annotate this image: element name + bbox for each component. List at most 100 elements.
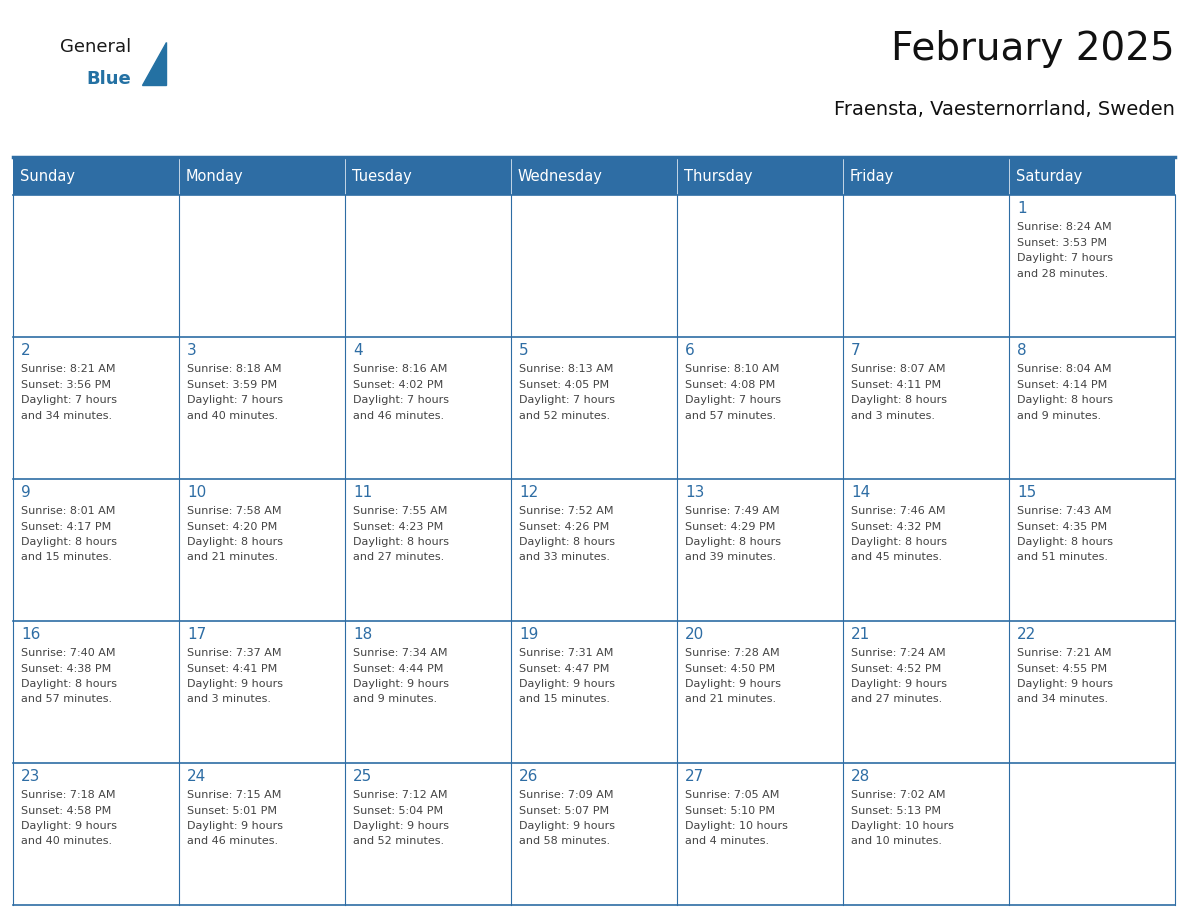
Bar [511, 337, 677, 479]
Text: Daylight: 7 hours: Daylight: 7 hours [21, 395, 116, 405]
Text: Daylight: 9 hours: Daylight: 9 hours [353, 679, 449, 689]
Text: Sunrise: 8:13 AM: Sunrise: 8:13 AM [519, 364, 613, 374]
Text: 12: 12 [519, 485, 538, 500]
Text: 17: 17 [187, 627, 207, 642]
Text: Sunrise: 8:07 AM: Sunrise: 8:07 AM [851, 364, 946, 374]
Text: Daylight: 8 hours: Daylight: 8 hours [1017, 395, 1113, 405]
Bar [179, 621, 345, 763]
Text: 21: 21 [851, 627, 871, 642]
Text: Sunrise: 7:12 AM: Sunrise: 7:12 AM [353, 790, 448, 800]
Text: Sunset: 5:04 PM: Sunset: 5:04 PM [353, 805, 443, 815]
Text: 1: 1 [1017, 201, 1026, 216]
Text: Sunrise: 7:31 AM: Sunrise: 7:31 AM [519, 648, 613, 658]
Text: 7: 7 [851, 343, 860, 358]
Text: Sunrise: 7:49 AM: Sunrise: 7:49 AM [685, 506, 779, 516]
Bar [677, 479, 843, 621]
Text: and 58 minutes.: and 58 minutes. [519, 836, 611, 846]
Bar [843, 479, 1009, 621]
Text: Daylight: 9 hours: Daylight: 9 hours [187, 679, 283, 689]
Text: 15: 15 [1017, 485, 1036, 500]
Text: Sunset: 5:01 PM: Sunset: 5:01 PM [187, 805, 277, 815]
Text: Sunset: 3:56 PM: Sunset: 3:56 PM [21, 379, 110, 389]
Text: Fraensta, Vaesternorrland, Sweden: Fraensta, Vaesternorrland, Sweden [834, 100, 1175, 119]
Bar [1009, 763, 1175, 905]
Text: Monday: Monday [187, 169, 244, 184]
Bar [1009, 195, 1175, 337]
Text: Sunset: 4:58 PM: Sunset: 4:58 PM [21, 805, 112, 815]
Text: Daylight: 8 hours: Daylight: 8 hours [21, 679, 116, 689]
Bar [677, 621, 843, 763]
Polygon shape [143, 42, 166, 85]
Text: Sunrise: 7:02 AM: Sunrise: 7:02 AM [851, 790, 946, 800]
Text: 27: 27 [685, 769, 704, 784]
Bar [677, 157, 843, 195]
Bar [843, 763, 1009, 905]
Bar [13, 195, 179, 337]
Text: Sunrise: 7:43 AM: Sunrise: 7:43 AM [1017, 506, 1112, 516]
Bar [345, 479, 511, 621]
Text: Sunset: 3:53 PM: Sunset: 3:53 PM [1017, 238, 1107, 248]
Text: 16: 16 [21, 627, 40, 642]
Text: Daylight: 9 hours: Daylight: 9 hours [21, 821, 116, 831]
Text: Daylight: 9 hours: Daylight: 9 hours [187, 821, 283, 831]
Text: 10: 10 [187, 485, 207, 500]
Text: and 3 minutes.: and 3 minutes. [851, 410, 935, 420]
Text: Sunset: 4:02 PM: Sunset: 4:02 PM [353, 379, 443, 389]
Bar [843, 195, 1009, 337]
Bar [179, 157, 345, 195]
Text: Sunset: 4:44 PM: Sunset: 4:44 PM [353, 664, 443, 674]
Bar [1009, 337, 1175, 479]
Text: Daylight: 10 hours: Daylight: 10 hours [685, 821, 788, 831]
Text: Sunset: 5:07 PM: Sunset: 5:07 PM [519, 805, 609, 815]
Bar [511, 195, 677, 337]
Text: 3: 3 [187, 343, 197, 358]
Text: and 21 minutes.: and 21 minutes. [685, 695, 776, 704]
Bar [843, 337, 1009, 479]
Text: and 10 minutes.: and 10 minutes. [851, 836, 942, 846]
Text: Sunset: 5:10 PM: Sunset: 5:10 PM [685, 805, 775, 815]
Bar [13, 157, 179, 195]
Text: Sunset: 4:41 PM: Sunset: 4:41 PM [187, 664, 277, 674]
Text: Sunset: 4:55 PM: Sunset: 4:55 PM [1017, 664, 1107, 674]
Text: Daylight: 9 hours: Daylight: 9 hours [519, 679, 615, 689]
Text: Sunset: 5:13 PM: Sunset: 5:13 PM [851, 805, 941, 815]
Text: 24: 24 [187, 769, 207, 784]
Text: Sunset: 4:52 PM: Sunset: 4:52 PM [851, 664, 941, 674]
Bar [677, 337, 843, 479]
Text: Daylight: 9 hours: Daylight: 9 hours [519, 821, 615, 831]
Text: and 46 minutes.: and 46 minutes. [187, 836, 278, 846]
Text: Sunset: 4:29 PM: Sunset: 4:29 PM [685, 521, 776, 532]
Text: 19: 19 [519, 627, 538, 642]
Bar [345, 337, 511, 479]
Text: Daylight: 8 hours: Daylight: 8 hours [21, 537, 116, 547]
Text: Sunrise: 7:34 AM: Sunrise: 7:34 AM [353, 648, 448, 658]
Bar [511, 621, 677, 763]
Text: Sunset: 3:59 PM: Sunset: 3:59 PM [187, 379, 277, 389]
Text: and 3 minutes.: and 3 minutes. [187, 695, 271, 704]
Text: and 34 minutes.: and 34 minutes. [1017, 695, 1108, 704]
Text: Sunrise: 7:40 AM: Sunrise: 7:40 AM [21, 648, 115, 658]
Text: Saturday: Saturday [1016, 169, 1082, 184]
Text: Daylight: 7 hours: Daylight: 7 hours [187, 395, 283, 405]
Text: 14: 14 [851, 485, 871, 500]
Text: Sunrise: 8:10 AM: Sunrise: 8:10 AM [685, 364, 779, 374]
Text: Sunset: 4:50 PM: Sunset: 4:50 PM [685, 664, 775, 674]
Text: Daylight: 8 hours: Daylight: 8 hours [851, 395, 947, 405]
Text: and 34 minutes.: and 34 minutes. [21, 410, 112, 420]
Bar [677, 763, 843, 905]
Text: Daylight: 8 hours: Daylight: 8 hours [685, 537, 781, 547]
Text: 11: 11 [353, 485, 372, 500]
Text: Daylight: 7 hours: Daylight: 7 hours [353, 395, 449, 405]
Bar [677, 195, 843, 337]
Text: Daylight: 9 hours: Daylight: 9 hours [851, 679, 947, 689]
Bar [1009, 621, 1175, 763]
Text: Sunset: 4:05 PM: Sunset: 4:05 PM [519, 379, 609, 389]
Text: and 4 minutes.: and 4 minutes. [685, 836, 769, 846]
Text: 18: 18 [353, 627, 372, 642]
Text: Sunrise: 7:46 AM: Sunrise: 7:46 AM [851, 506, 946, 516]
Text: Friday: Friday [849, 169, 895, 184]
Bar [179, 195, 345, 337]
Bar [1009, 479, 1175, 621]
Text: Daylight: 7 hours: Daylight: 7 hours [519, 395, 615, 405]
Text: 6: 6 [685, 343, 695, 358]
